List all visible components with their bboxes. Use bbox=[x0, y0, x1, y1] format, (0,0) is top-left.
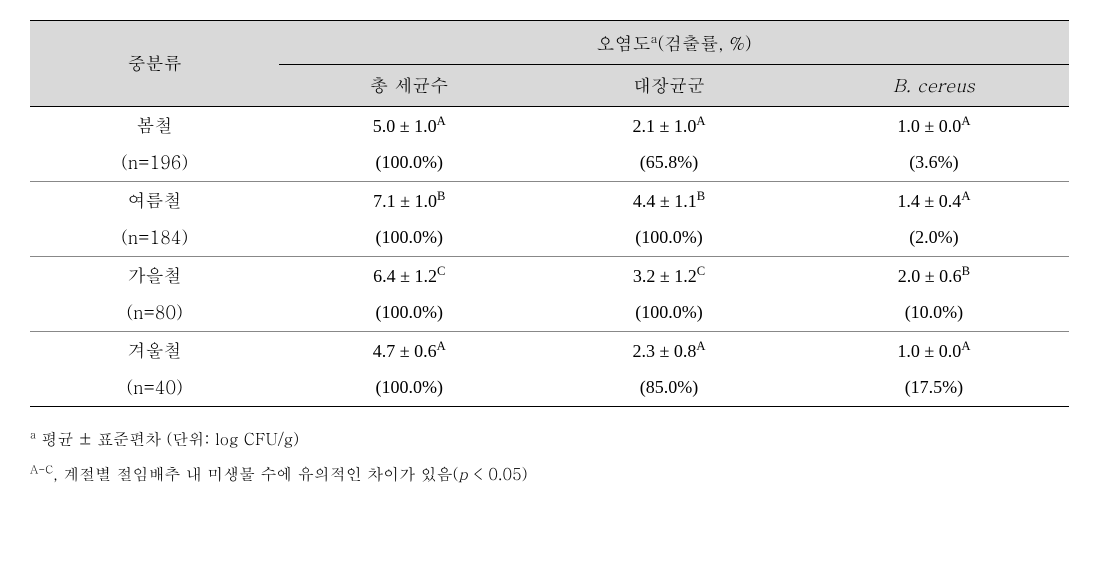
cell-sup: C bbox=[697, 264, 705, 278]
cell-c3-val: 1.0 ± 0.0A bbox=[799, 107, 1069, 145]
cell-c3-pct: (3.6%) bbox=[799, 144, 1069, 182]
cell-c2-pct: (100.0%) bbox=[539, 219, 799, 257]
cell-c1-pct: (100.0%) bbox=[279, 144, 539, 182]
header-c2-text: 대장균군 bbox=[633, 73, 705, 98]
header-c2: 대장균군 bbox=[539, 65, 799, 107]
footnote-ac-p: p bbox=[458, 462, 467, 485]
row-label: 여름철 bbox=[30, 182, 279, 220]
row-label-text: 봄철 bbox=[137, 113, 173, 138]
header-group-suffix: (검출률, %) bbox=[657, 31, 751, 56]
cell-sup: A bbox=[961, 114, 970, 128]
header-c3: B. cereus bbox=[799, 65, 1069, 107]
cell-sup: A bbox=[961, 339, 970, 353]
contamination-table: 중분류 오염도a(검출률, %) 총 세균수 대장균군 B. cereus 봄철… bbox=[30, 20, 1069, 407]
cell-c2-pct: (85.0%) bbox=[539, 369, 799, 407]
row-n-text: (n=40) bbox=[126, 375, 183, 400]
header-group: 오염도a(검출률, %) bbox=[279, 21, 1069, 65]
header-c3-text: B. cereus bbox=[893, 73, 975, 98]
cell-sup: C bbox=[437, 264, 445, 278]
footnote-a-text: 평균 ± 표준편차 (단위: log CFU/g) bbox=[36, 427, 299, 450]
cell-c1-val: 4.7 ± 0.6A bbox=[279, 332, 539, 370]
footnotes: a 평균 ± 표준편차 (단위: log CFU/g) A-C, 계절별 절임배… bbox=[30, 421, 1069, 491]
cell-value: 1.4 ± 0.4 bbox=[897, 191, 961, 211]
cell-c1-pct: (100.0%) bbox=[279, 369, 539, 407]
cell-value: 2.3 ± 0.8 bbox=[632, 341, 696, 361]
header-category: 중분류 bbox=[30, 21, 279, 107]
header-c1: 총 세균수 bbox=[279, 65, 539, 107]
header-category-text: 중분류 bbox=[128, 51, 182, 76]
table-row: (n=196) (100.0%) (65.8%) (3.6%) bbox=[30, 144, 1069, 182]
table-row: 봄철 5.0 ± 1.0A 2.1 ± 1.0A 1.0 ± 0.0A bbox=[30, 107, 1069, 145]
cell-sup: A bbox=[696, 339, 705, 353]
row-n: (n=40) bbox=[30, 369, 279, 407]
cell-c1-pct: (100.0%) bbox=[279, 294, 539, 332]
cell-value: 3.2 ± 1.2 bbox=[633, 266, 697, 286]
table-row: 겨울철 4.7 ± 0.6A 2.3 ± 0.8A 1.0 ± 0.0A bbox=[30, 332, 1069, 370]
row-n-text: (n=184) bbox=[121, 225, 188, 250]
footnote-a: a 평균 ± 표준편차 (단위: log CFU/g) bbox=[30, 421, 1069, 456]
footnote-ac-sup: A-C bbox=[30, 462, 53, 478]
row-n: (n=80) bbox=[30, 294, 279, 332]
cell-value: 2.1 ± 1.0 bbox=[632, 116, 696, 136]
table-row: (n=80) (100.0%) (100.0%) (10.0%) bbox=[30, 294, 1069, 332]
cell-c3-val: 1.4 ± 0.4A bbox=[799, 182, 1069, 220]
row-label: 봄철 bbox=[30, 107, 279, 145]
row-n: (n=184) bbox=[30, 219, 279, 257]
table-row: 가을철 6.4 ± 1.2C 3.2 ± 1.2C 2.0 ± 0.6B bbox=[30, 257, 1069, 295]
footnote-ac-suffix: < 0.05) bbox=[468, 462, 528, 485]
cell-sup: A bbox=[696, 114, 705, 128]
cell-c1-val: 5.0 ± 1.0A bbox=[279, 107, 539, 145]
cell-c2-pct: (100.0%) bbox=[539, 294, 799, 332]
row-label-text: 여름철 bbox=[128, 188, 182, 213]
footnote-ac-prefix: , 계절별 절임배추 내 미생물 수에 유의적인 차이가 있음( bbox=[53, 462, 458, 485]
cell-sup: A bbox=[961, 189, 970, 203]
cell-value: 4.7 ± 0.6 bbox=[373, 341, 437, 361]
row-label: 겨울철 bbox=[30, 332, 279, 370]
cell-value: 4.4 ± 1.1 bbox=[633, 191, 697, 211]
cell-c3-pct: (10.0%) bbox=[799, 294, 1069, 332]
table-row: 여름철 7.1 ± 1.0B 4.4 ± 1.1B 1.4 ± 0.4A bbox=[30, 182, 1069, 220]
cell-c1-val: 7.1 ± 1.0B bbox=[279, 182, 539, 220]
row-label-text: 겨울철 bbox=[128, 338, 182, 363]
cell-value: 5.0 ± 1.0 bbox=[373, 116, 437, 136]
row-n-text: (n=80) bbox=[126, 300, 183, 325]
table-body: 봄철 5.0 ± 1.0A 2.1 ± 1.0A 1.0 ± 0.0A (n=1… bbox=[30, 107, 1069, 407]
cell-sup: B bbox=[437, 189, 445, 203]
cell-sup: B bbox=[962, 264, 970, 278]
footnote-ac: A-C, 계절별 절임배추 내 미생물 수에 유의적인 차이가 있음(p < 0… bbox=[30, 456, 1069, 491]
row-n: (n=196) bbox=[30, 144, 279, 182]
row-label: 가을철 bbox=[30, 257, 279, 295]
row-label-text: 가을철 bbox=[128, 263, 182, 288]
table-row: (n=184) (100.0%) (100.0%) (2.0%) bbox=[30, 219, 1069, 257]
cell-c1-val: 6.4 ± 1.2C bbox=[279, 257, 539, 295]
row-n-text: (n=196) bbox=[121, 150, 188, 175]
cell-c3-val: 1.0 ± 0.0A bbox=[799, 332, 1069, 370]
cell-c2-pct: (65.8%) bbox=[539, 144, 799, 182]
cell-c1-pct: (100.0%) bbox=[279, 219, 539, 257]
cell-value: 7.1 ± 1.0 bbox=[373, 191, 437, 211]
cell-c2-val: 4.4 ± 1.1B bbox=[539, 182, 799, 220]
cell-sup: B bbox=[697, 189, 705, 203]
cell-sup: A bbox=[437, 114, 446, 128]
cell-value: 2.0 ± 0.6 bbox=[898, 266, 962, 286]
cell-sup: A bbox=[437, 339, 446, 353]
header-group-prefix: 오염도 bbox=[597, 31, 651, 56]
cell-c2-val: 2.1 ± 1.0A bbox=[539, 107, 799, 145]
cell-value: 1.0 ± 0.0 bbox=[897, 341, 961, 361]
cell-c3-val: 2.0 ± 0.6B bbox=[799, 257, 1069, 295]
header-c1-text: 총 세균수 bbox=[370, 73, 448, 98]
cell-c2-val: 2.3 ± 0.8A bbox=[539, 332, 799, 370]
cell-c2-val: 3.2 ± 1.2C bbox=[539, 257, 799, 295]
cell-c3-pct: (17.5%) bbox=[799, 369, 1069, 407]
table-row: (n=40) (100.0%) (85.0%) (17.5%) bbox=[30, 369, 1069, 407]
cell-value: 6.4 ± 1.2 bbox=[373, 266, 437, 286]
cell-value: 1.0 ± 0.0 bbox=[897, 116, 961, 136]
cell-c3-pct: (2.0%) bbox=[799, 219, 1069, 257]
